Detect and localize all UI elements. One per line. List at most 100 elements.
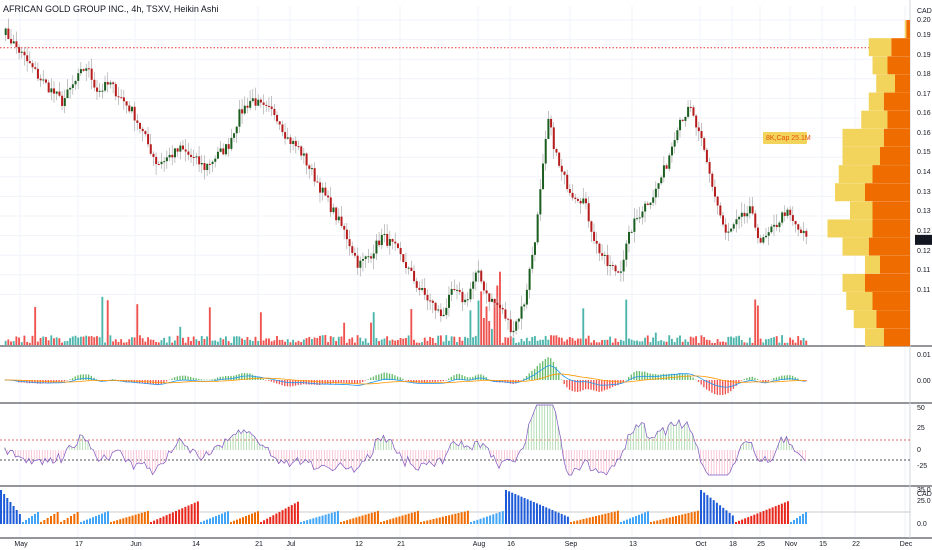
volume-bar bbox=[598, 342, 601, 345]
volume-bar bbox=[388, 340, 391, 345]
volume-bar bbox=[378, 341, 381, 345]
candle-body bbox=[743, 212, 746, 217]
macd-hist-bar bbox=[735, 380, 737, 386]
volume-bar bbox=[362, 341, 364, 345]
candle-body bbox=[539, 189, 542, 215]
vp-bar-yellow bbox=[868, 92, 884, 111]
candle-body bbox=[106, 81, 109, 85]
macd-hist-bar bbox=[335, 380, 337, 384]
candle-body bbox=[423, 288, 426, 295]
volume-bar bbox=[512, 337, 515, 345]
meter-bar bbox=[0, 490, 2, 524]
meter-bar bbox=[383, 521, 386, 524]
candle-body bbox=[673, 140, 676, 147]
volume-bar bbox=[574, 340, 577, 345]
volume-bar bbox=[681, 341, 684, 345]
macd-hist-bar bbox=[697, 380, 700, 382]
meter-bar bbox=[22, 522, 24, 524]
macd-hist-bar bbox=[593, 380, 595, 391]
volume-bar bbox=[684, 339, 687, 345]
macd-hist-bar bbox=[270, 380, 273, 382]
volume-bar bbox=[619, 339, 622, 345]
volume-bar bbox=[770, 337, 773, 345]
candle-body bbox=[738, 216, 741, 220]
volume-bar bbox=[550, 335, 552, 345]
volume-bar bbox=[421, 342, 424, 345]
meter-bar bbox=[203, 520, 205, 524]
volume-bar bbox=[50, 335, 53, 345]
volume-bar bbox=[286, 339, 289, 345]
volume-bar bbox=[276, 336, 278, 345]
volume-bar bbox=[418, 342, 421, 345]
macd-hist-bar bbox=[407, 380, 410, 382]
macd-hist-bar bbox=[93, 377, 95, 380]
macd-hist-bar bbox=[26, 380, 28, 384]
macd-hist-bar bbox=[219, 376, 221, 380]
meter-bar bbox=[70, 516, 72, 524]
candle-body bbox=[104, 81, 107, 91]
meter-bar bbox=[715, 502, 718, 524]
candle-body bbox=[114, 84, 117, 97]
candle-body bbox=[128, 105, 131, 112]
macd-hist-bar bbox=[305, 380, 307, 385]
meter-bar bbox=[392, 518, 395, 524]
volume-bar bbox=[751, 342, 754, 345]
macd-hist-bar bbox=[450, 376, 453, 380]
meter-bar bbox=[143, 511, 146, 524]
macd-hist-bar bbox=[343, 380, 345, 383]
volume-bar bbox=[504, 337, 507, 345]
macd-hist-bar bbox=[695, 379, 697, 381]
meter-bar bbox=[696, 510, 699, 524]
time-tick-label: 13 bbox=[629, 541, 637, 548]
vp-bar-orange bbox=[883, 92, 910, 111]
time-tick-label: Aug bbox=[473, 541, 486, 548]
volume-bar bbox=[542, 339, 544, 345]
macd-hist-bar bbox=[496, 380, 498, 383]
volume-bar bbox=[61, 342, 63, 345]
macd-hist-bar bbox=[439, 380, 442, 382]
candle-body bbox=[684, 116, 687, 121]
meter-bar bbox=[771, 507, 774, 524]
candle-body bbox=[533, 242, 536, 255]
volume-bar bbox=[558, 337, 561, 345]
volume-bar bbox=[552, 335, 555, 345]
macd-hist-bar bbox=[423, 380, 426, 384]
candle-body bbox=[233, 133, 236, 138]
macd-hist-bar bbox=[77, 375, 79, 380]
volume-bar bbox=[609, 336, 612, 345]
macd-hist-bar bbox=[332, 380, 334, 384]
meter-bar bbox=[796, 518, 798, 524]
volume-bar bbox=[34, 307, 37, 345]
price-tick-label: 0.19 bbox=[917, 32, 931, 39]
candle-body bbox=[267, 105, 270, 107]
volume-bar bbox=[85, 335, 88, 345]
meter-bar bbox=[370, 512, 373, 524]
candle-body bbox=[488, 293, 491, 302]
macd-hist-bar bbox=[58, 380, 60, 382]
candle-body bbox=[351, 246, 354, 253]
volume-bar bbox=[96, 336, 98, 345]
macd-hist-bar bbox=[198, 378, 200, 380]
meter-bar bbox=[545, 507, 548, 524]
meter-bar bbox=[293, 503, 296, 524]
candle-body bbox=[676, 130, 679, 141]
candle-body bbox=[42, 79, 45, 81]
time-tick-label: 22 bbox=[852, 541, 860, 548]
meter-bar bbox=[245, 516, 247, 524]
volume-bar bbox=[791, 339, 794, 345]
meter-bar bbox=[790, 522, 792, 524]
volume-bar bbox=[703, 337, 706, 345]
meter-bar bbox=[482, 517, 485, 524]
macd-hist-bar bbox=[340, 380, 342, 384]
candle-body bbox=[598, 243, 601, 254]
candle-body bbox=[281, 124, 284, 133]
volume-bar bbox=[673, 341, 676, 345]
macd-hist-bar bbox=[711, 380, 713, 393]
volume-bar bbox=[130, 337, 133, 345]
volume-bar bbox=[58, 338, 61, 345]
macd-hist-bar bbox=[273, 380, 275, 383]
meter-bar bbox=[420, 522, 422, 524]
vp-bar-yellow bbox=[865, 328, 884, 347]
meter-bar bbox=[300, 522, 302, 524]
